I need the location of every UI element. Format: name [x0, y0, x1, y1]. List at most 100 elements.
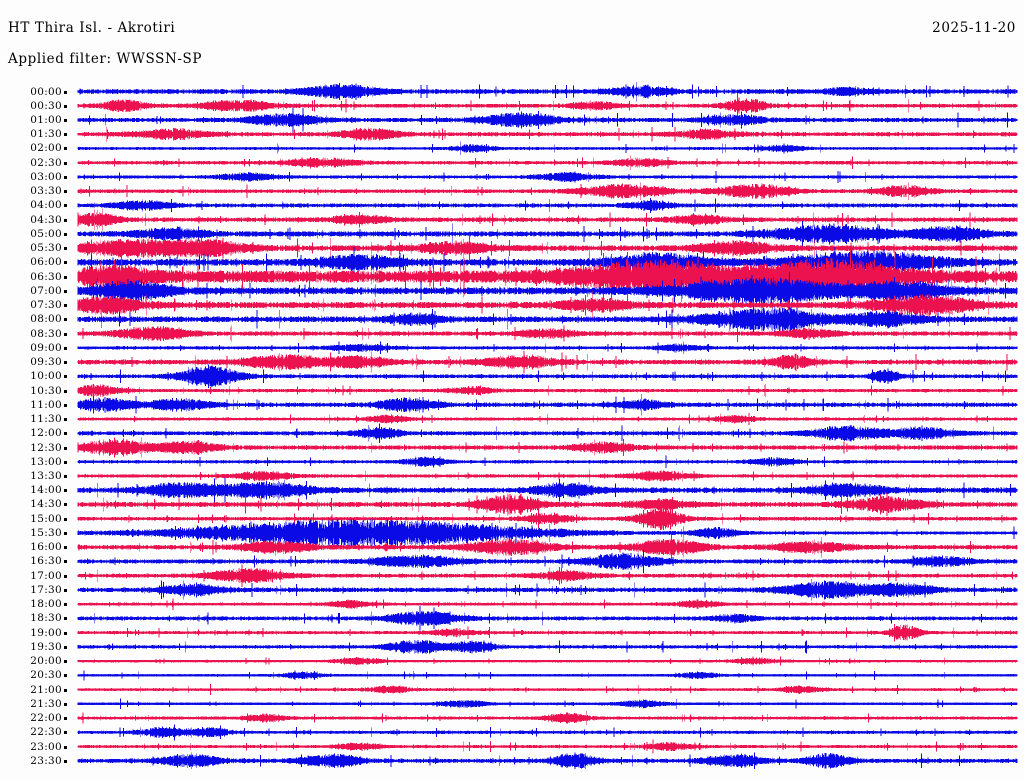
time-tick-label: 09:30	[30, 356, 62, 369]
time-tick-mark	[64, 118, 67, 122]
time-tick-mark	[64, 702, 67, 706]
time-tick-mark	[64, 418, 67, 422]
time-tick-label: 00:00	[30, 85, 62, 98]
time-tick-mark	[64, 204, 67, 208]
time-tick-label: 10:30	[30, 384, 62, 397]
time-tick-label: 20:00	[30, 655, 62, 668]
time-tick-label: 16:30	[30, 555, 62, 568]
time-tick-label: 23:00	[30, 740, 62, 753]
time-tick-mark	[64, 161, 67, 165]
time-tick-mark	[64, 588, 67, 592]
time-tick-mark	[64, 346, 67, 350]
page-title: HT Thira Isl. - Akrotiri	[8, 20, 176, 36]
time-tick-mark	[64, 218, 67, 222]
time-tick-mark	[64, 147, 67, 151]
time-tick-mark	[64, 645, 67, 649]
time-tick-mark	[64, 175, 67, 179]
time-tick-label: 12:00	[30, 427, 62, 440]
time-tick-label: 00:30	[30, 99, 62, 112]
time-tick-mark	[64, 190, 67, 194]
time-tick-label: 04:00	[30, 199, 62, 212]
time-tick-mark	[64, 133, 67, 137]
time-tick-mark	[64, 389, 67, 393]
time-tick-mark	[64, 247, 67, 251]
time-tick-label: 01:30	[30, 128, 62, 141]
time-tick-label: 14:00	[30, 484, 62, 497]
time-tick-label: 08:00	[30, 313, 62, 326]
time-tick-mark	[64, 375, 67, 379]
time-tick-label: 02:00	[30, 142, 62, 155]
time-tick-mark	[64, 332, 67, 336]
time-tick-label: 18:00	[30, 598, 62, 611]
time-tick-label: 06:00	[30, 256, 62, 269]
time-tick-mark	[64, 318, 67, 322]
record-date: 2025-11-20	[932, 20, 1016, 36]
time-tick-mark	[64, 232, 67, 236]
time-tick-mark	[64, 460, 67, 464]
time-tick-label: 10:00	[30, 370, 62, 383]
time-tick-label: 03:00	[30, 170, 62, 183]
time-tick-label: 05:30	[30, 242, 62, 255]
time-tick-label: 22:30	[30, 726, 62, 739]
time-tick-label: 18:30	[30, 612, 62, 625]
time-tick-mark	[64, 688, 67, 692]
seismogram-plot: 00:00 00:30 01:00 01:30 02:00 02:30 03:00 03:30…	[0, 82, 1024, 772]
time-tick-mark	[64, 517, 67, 521]
time-tick-label: 23:30	[30, 754, 62, 767]
time-tick-label: 07:00	[30, 284, 62, 297]
time-tick-mark	[64, 489, 67, 493]
time-tick-mark	[64, 261, 67, 265]
time-tick-mark	[64, 432, 67, 436]
time-tick-label: 11:00	[30, 398, 62, 411]
time-tick-label: 11:30	[30, 413, 62, 426]
time-tick-mark	[64, 503, 67, 507]
time-tick-label: 13:00	[30, 455, 62, 468]
time-tick-label: 16:00	[30, 541, 62, 554]
trace-canvas	[77, 82, 1018, 770]
time-tick-label: 09:00	[30, 341, 62, 354]
time-tick-mark	[64, 90, 67, 94]
time-tick-mark	[64, 361, 67, 365]
time-tick-mark	[64, 717, 67, 721]
time-tick-mark	[64, 403, 67, 407]
time-tick-mark	[64, 546, 67, 550]
time-tick-mark	[64, 745, 67, 749]
time-tick-label: 20:30	[30, 669, 62, 682]
time-tick-mark	[64, 289, 67, 293]
time-tick-mark	[64, 574, 67, 578]
time-tick-mark	[64, 674, 67, 678]
time-tick-mark	[64, 304, 67, 308]
time-tick-mark	[64, 446, 67, 450]
time-tick-mark	[64, 759, 67, 763]
time-tick-mark	[64, 104, 67, 108]
time-tick-label: 15:30	[30, 526, 62, 539]
time-tick-mark	[64, 603, 67, 607]
time-tick-label: 01:00	[30, 113, 62, 126]
time-tick-label: 12:30	[30, 441, 62, 454]
time-tick-label: 04:30	[30, 213, 62, 226]
time-tick-label: 21:00	[30, 683, 62, 696]
time-tick-mark	[64, 474, 67, 478]
time-tick-mark	[64, 660, 67, 664]
time-tick-label: 05:00	[30, 227, 62, 240]
time-tick-label: 13:30	[30, 469, 62, 482]
time-tick-label: 22:00	[30, 712, 62, 725]
time-tick-mark	[64, 617, 67, 621]
time-tick-label: 02:30	[30, 156, 62, 169]
time-tick-mark	[64, 560, 67, 564]
time-tick-label: 06:30	[30, 270, 62, 283]
time-tick-label: 17:30	[30, 583, 62, 596]
applied-filter-label: Applied filter: WWSSN-SP	[8, 51, 203, 67]
time-tick-label: 19:00	[30, 626, 62, 639]
time-tick-label: 17:00	[30, 569, 62, 582]
time-tick-mark	[64, 631, 67, 635]
time-tick-label: 15:00	[30, 512, 62, 525]
time-tick-label: 21:30	[30, 697, 62, 710]
time-tick-mark	[64, 731, 67, 735]
time-tick-label: 14:30	[30, 498, 62, 511]
time-tick-label: 08:30	[30, 327, 62, 340]
time-tick-label: 19:30	[30, 640, 62, 653]
time-tick-label: 03:30	[30, 185, 62, 198]
time-tick-mark	[64, 531, 67, 535]
time-tick-label: 07:30	[30, 299, 62, 312]
